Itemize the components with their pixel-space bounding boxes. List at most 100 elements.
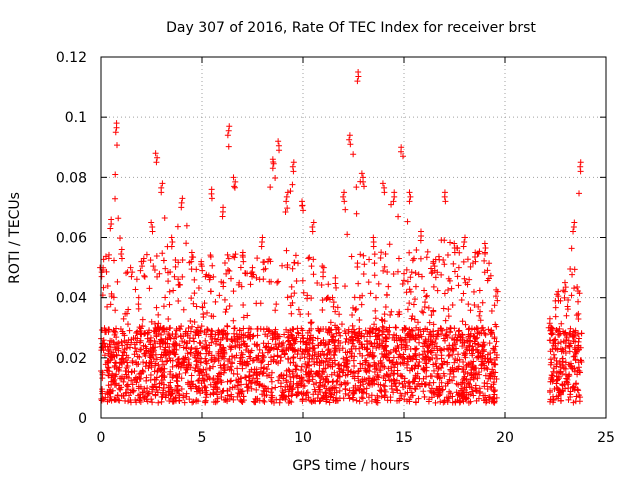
data-point	[298, 325, 305, 332]
data-point	[381, 363, 388, 370]
data-point	[411, 316, 418, 323]
data-point	[460, 243, 467, 250]
data-point	[348, 368, 355, 375]
data-point	[491, 379, 498, 386]
data-point	[332, 361, 339, 368]
data-point	[369, 343, 376, 350]
data-point	[172, 263, 179, 270]
data-point	[383, 326, 390, 333]
data-point	[162, 394, 169, 401]
data-point	[561, 381, 568, 388]
data-point	[167, 324, 174, 331]
data-point	[371, 368, 378, 375]
data-point	[302, 368, 309, 375]
data-point	[293, 392, 300, 399]
data-point	[412, 362, 419, 369]
data-point	[455, 381, 462, 388]
data-point	[159, 250, 166, 257]
data-point	[351, 390, 358, 397]
data-point	[165, 315, 172, 322]
data-point	[151, 320, 158, 327]
data-point	[492, 361, 499, 368]
data-point	[226, 267, 233, 274]
data-point	[333, 284, 340, 291]
data-point	[353, 210, 360, 217]
data-point	[467, 263, 474, 270]
data-point	[166, 288, 173, 295]
data-point	[373, 399, 380, 406]
data-point	[192, 332, 199, 339]
data-point	[570, 384, 577, 391]
data-point	[412, 270, 419, 277]
data-point	[553, 361, 560, 368]
data-point	[128, 273, 135, 280]
data-point	[448, 285, 455, 292]
data-point	[148, 358, 155, 365]
data-point	[470, 358, 477, 365]
data-point	[261, 398, 268, 405]
data-point	[377, 363, 384, 370]
data-point	[321, 351, 328, 358]
data-point	[204, 376, 211, 383]
data-point	[309, 228, 316, 235]
data-point	[415, 319, 422, 326]
data-point	[164, 340, 171, 347]
data-point	[488, 327, 495, 334]
data-point	[552, 336, 559, 343]
data-point	[430, 367, 437, 374]
data-point	[407, 193, 414, 200]
data-point	[154, 368, 161, 375]
data-point	[379, 331, 386, 338]
data-point	[357, 251, 364, 258]
data-point	[351, 353, 358, 360]
data-point	[193, 303, 200, 310]
data-point	[366, 256, 373, 263]
data-point	[569, 332, 576, 339]
data-point	[278, 392, 285, 399]
data-point	[122, 397, 129, 404]
data-point	[159, 365, 166, 372]
data-point	[436, 386, 443, 393]
data-point	[180, 362, 187, 369]
data-point	[379, 180, 386, 187]
data-point	[233, 352, 240, 359]
data-point	[348, 328, 355, 335]
data-point	[278, 341, 285, 348]
data-point	[429, 269, 436, 276]
data-point	[188, 378, 195, 385]
data-point	[412, 386, 419, 393]
data-point	[192, 345, 199, 352]
data-point	[175, 356, 182, 363]
data-point	[437, 347, 444, 354]
data-point	[210, 313, 217, 320]
data-point	[175, 259, 182, 266]
data-point	[360, 389, 367, 396]
data-point	[546, 320, 553, 327]
data-point	[193, 266, 200, 273]
data-point	[143, 388, 150, 395]
data-point	[113, 351, 120, 358]
data-point	[566, 372, 573, 379]
data-point	[349, 312, 356, 319]
data-point	[254, 395, 261, 402]
data-point	[408, 365, 415, 372]
data-point	[384, 397, 391, 404]
data-point	[138, 370, 145, 377]
data-point	[371, 380, 378, 387]
data-point	[326, 387, 333, 394]
data-point	[147, 334, 154, 341]
data-point	[418, 273, 425, 280]
data-point	[446, 388, 453, 395]
data-point	[207, 381, 214, 388]
data-point	[236, 327, 243, 334]
data-point	[337, 381, 344, 388]
data-point	[575, 387, 582, 394]
data-point	[431, 389, 438, 396]
data-point	[429, 339, 436, 346]
data-point	[466, 325, 473, 332]
data-point	[119, 352, 126, 359]
data-point	[555, 297, 562, 304]
data-point	[284, 262, 291, 269]
data-point	[381, 311, 388, 318]
data-point	[391, 377, 398, 384]
